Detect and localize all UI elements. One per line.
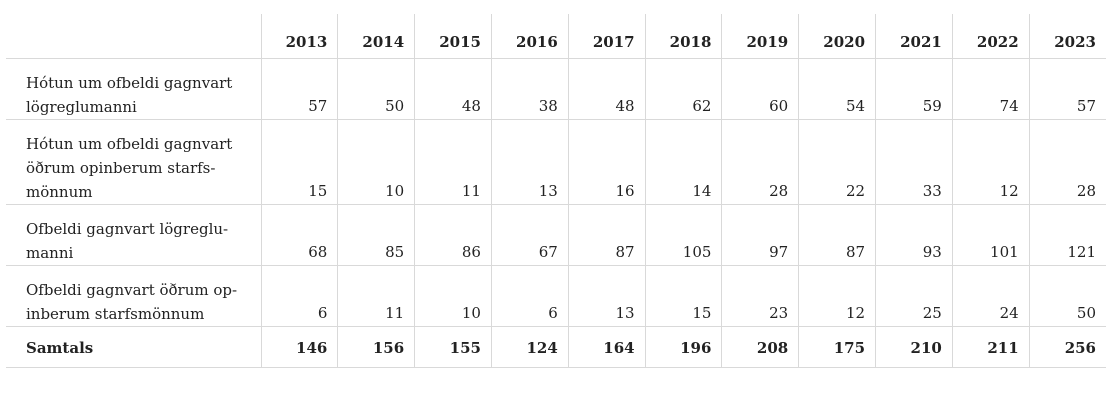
table-cell: 24 bbox=[951, 265, 1030, 327]
total-cell: 208 bbox=[721, 326, 799, 368]
year-header: 2018 bbox=[644, 14, 722, 59]
table-row: Hótun um ofbeldi gagnvart lögreglumanni … bbox=[6, 58, 1106, 120]
total-cell: 124 bbox=[490, 326, 569, 368]
table-cell: 93 bbox=[875, 204, 953, 266]
table-cell: 10 bbox=[414, 265, 492, 327]
row-label-line: manni bbox=[26, 244, 74, 262]
table-cell: 50 bbox=[337, 58, 415, 120]
table-cell: 97 bbox=[721, 204, 799, 266]
year-header: 2020 bbox=[798, 14, 876, 59]
table-cell: 57 bbox=[1028, 58, 1106, 120]
total-cell: 196 bbox=[644, 326, 722, 368]
total-cell: 210 bbox=[875, 326, 953, 368]
table-cell: 28 bbox=[1028, 119, 1106, 205]
table-cell: 11 bbox=[414, 119, 492, 205]
total-cell: 156 bbox=[337, 326, 415, 368]
total-row: Samtals 146 156 155 124 164 196 208 175 … bbox=[6, 326, 1106, 368]
total-cell: 146 bbox=[260, 326, 338, 368]
table-cell: 10 bbox=[337, 119, 415, 205]
total-cell: 256 bbox=[1028, 326, 1106, 368]
table-cell: 87 bbox=[567, 204, 646, 266]
statistics-table-container: 2013 2014 2015 2016 2017 2018 2019 2020 … bbox=[6, 14, 1106, 368]
table-cell: 38 bbox=[490, 58, 569, 120]
row-label: Ofbeldi gagnvart öðrum op- inberum starf… bbox=[6, 265, 262, 327]
table-cell: 67 bbox=[490, 204, 569, 266]
row-label-line: Hótun um ofbeldi gagnvart bbox=[26, 74, 233, 92]
table-cell: 6 bbox=[260, 265, 338, 327]
table-cell: 14 bbox=[644, 119, 722, 205]
year-header: 2019 bbox=[721, 14, 799, 59]
table-cell: 23 bbox=[721, 265, 799, 327]
year-header: 2023 bbox=[1028, 14, 1106, 59]
table-cell: 12 bbox=[798, 265, 876, 327]
table-cell: 11 bbox=[337, 265, 415, 327]
year-header: 2021 bbox=[875, 14, 953, 59]
year-header: 2015 bbox=[414, 14, 492, 59]
table-cell: 85 bbox=[337, 204, 415, 266]
total-cell: 155 bbox=[414, 326, 492, 368]
table-cell: 28 bbox=[721, 119, 799, 205]
total-cell: 164 bbox=[567, 326, 646, 368]
table-cell: 16 bbox=[567, 119, 646, 205]
table-cell: 6 bbox=[490, 265, 569, 327]
year-header: 2022 bbox=[951, 14, 1030, 59]
table-row: Ofbeldi gagnvart öðrum op- inberum starf… bbox=[6, 265, 1106, 327]
table-cell: 59 bbox=[875, 58, 953, 120]
row-label: Hótun um ofbeldi gagnvart lögreglumanni bbox=[6, 58, 262, 120]
year-header: 2014 bbox=[337, 14, 415, 59]
row-label-line: öðrum opinberum starfs- bbox=[26, 159, 216, 177]
table-cell: 62 bbox=[644, 58, 722, 120]
table-cell: 86 bbox=[414, 204, 492, 266]
total-label: Samtals bbox=[6, 326, 262, 368]
statistics-table: 2013 2014 2015 2016 2017 2018 2019 2020 … bbox=[6, 14, 1106, 368]
table-cell: 87 bbox=[798, 204, 876, 266]
table-row: Hótun um ofbeldi gagnvart öðrum opinberu… bbox=[6, 119, 1106, 205]
table-cell: 68 bbox=[260, 204, 338, 266]
table-cell: 25 bbox=[875, 265, 953, 327]
row-label-line: Ofbeldi gagnvart öðrum op- bbox=[26, 281, 238, 299]
row-label-line: inberum starfsmönnum bbox=[26, 305, 205, 323]
table-cell: 54 bbox=[798, 58, 876, 120]
row-label: Hótun um ofbeldi gagnvart öðrum opinberu… bbox=[6, 119, 262, 205]
total-cell: 211 bbox=[951, 326, 1030, 368]
table-cell: 12 bbox=[951, 119, 1030, 205]
row-label-line: mönnum bbox=[26, 183, 93, 201]
year-header: 2017 bbox=[567, 14, 646, 59]
header-cell-empty bbox=[6, 14, 262, 59]
total-cell: 175 bbox=[798, 326, 876, 368]
row-label: Ofbeldi gagnvart lögreglu- manni bbox=[6, 204, 262, 266]
table-cell: 57 bbox=[260, 58, 338, 120]
table-cell: 101 bbox=[951, 204, 1030, 266]
table-cell: 50 bbox=[1028, 265, 1106, 327]
table-row: Ofbeldi gagnvart lögreglu- manni 68 85 8… bbox=[6, 204, 1106, 266]
row-label-line: Ofbeldi gagnvart lögreglu- bbox=[26, 220, 229, 238]
table-cell: 48 bbox=[414, 58, 492, 120]
table-cell: 121 bbox=[1028, 204, 1106, 266]
year-header: 2016 bbox=[490, 14, 569, 59]
row-label-line: lögreglumanni bbox=[26, 98, 137, 116]
table-cell: 33 bbox=[875, 119, 953, 205]
header-row: 2013 2014 2015 2016 2017 2018 2019 2020 … bbox=[6, 14, 1106, 59]
table-cell: 13 bbox=[567, 265, 646, 327]
table-cell: 48 bbox=[567, 58, 646, 120]
table-cell: 74 bbox=[951, 58, 1030, 120]
year-header: 2013 bbox=[260, 14, 338, 59]
table-cell: 22 bbox=[798, 119, 876, 205]
row-label-line: Hótun um ofbeldi gagnvart bbox=[26, 135, 233, 153]
table-cell: 105 bbox=[644, 204, 722, 266]
table-cell: 15 bbox=[260, 119, 338, 205]
table-cell: 15 bbox=[644, 265, 722, 327]
table-cell: 13 bbox=[490, 119, 569, 205]
table-cell: 60 bbox=[721, 58, 799, 120]
